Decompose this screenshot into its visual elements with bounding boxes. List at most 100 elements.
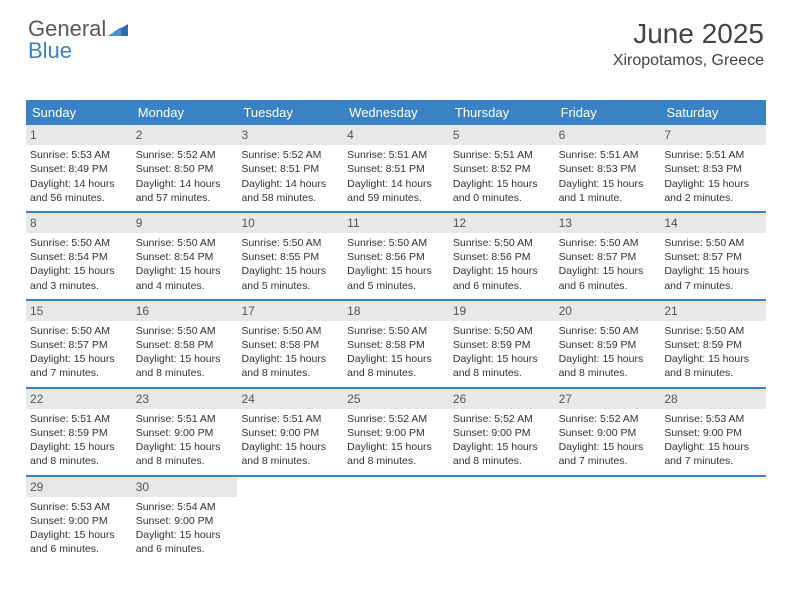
calendar-day: 8Sunrise: 5:50 AMSunset: 8:54 PMDaylight… bbox=[26, 213, 132, 299]
sunset-text: Sunset: 8:51 PM bbox=[347, 162, 445, 176]
daylight-text: Daylight: 15 hours and 8 minutes. bbox=[453, 440, 551, 468]
day-number: 9 bbox=[132, 213, 238, 233]
daylight-text: Daylight: 15 hours and 8 minutes. bbox=[347, 352, 445, 380]
logo-triangle-icon bbox=[108, 18, 128, 40]
sunset-text: Sunset: 9:00 PM bbox=[241, 426, 339, 440]
calendar-day: 3Sunrise: 5:52 AMSunset: 8:51 PMDaylight… bbox=[237, 125, 343, 211]
daylight-text: Daylight: 15 hours and 8 minutes. bbox=[136, 440, 234, 468]
sunset-text: Sunset: 9:00 PM bbox=[136, 426, 234, 440]
sunrise-text: Sunrise: 5:50 AM bbox=[559, 324, 657, 338]
daylight-text: Daylight: 15 hours and 7 minutes. bbox=[664, 440, 762, 468]
sunset-text: Sunset: 8:52 PM bbox=[453, 162, 551, 176]
calendar-day: 27Sunrise: 5:52 AMSunset: 9:00 PMDayligh… bbox=[555, 389, 661, 475]
sunset-text: Sunset: 8:53 PM bbox=[559, 162, 657, 176]
calendar-week: 8Sunrise: 5:50 AMSunset: 8:54 PMDaylight… bbox=[26, 211, 766, 299]
daylight-text: Daylight: 15 hours and 8 minutes. bbox=[664, 352, 762, 380]
day-number: 13 bbox=[555, 213, 661, 233]
day-number: 12 bbox=[449, 213, 555, 233]
sunset-text: Sunset: 8:57 PM bbox=[664, 250, 762, 264]
day-number: 5 bbox=[449, 125, 555, 145]
sunrise-text: Sunrise: 5:51 AM bbox=[664, 148, 762, 162]
day-number: 16 bbox=[132, 301, 238, 321]
sunrise-text: Sunrise: 5:52 AM bbox=[136, 148, 234, 162]
day-number: 15 bbox=[26, 301, 132, 321]
daylight-text: Daylight: 15 hours and 8 minutes. bbox=[241, 352, 339, 380]
sunrise-text: Sunrise: 5:50 AM bbox=[347, 236, 445, 250]
day-number: 1 bbox=[26, 125, 132, 145]
day-number: 21 bbox=[660, 301, 766, 321]
calendar-day: 11Sunrise: 5:50 AMSunset: 8:56 PMDayligh… bbox=[343, 213, 449, 299]
daylight-text: Daylight: 15 hours and 8 minutes. bbox=[453, 352, 551, 380]
day-number: 26 bbox=[449, 389, 555, 409]
sunrise-text: Sunrise: 5:50 AM bbox=[136, 236, 234, 250]
sunset-text: Sunset: 8:57 PM bbox=[30, 338, 128, 352]
day-number: 24 bbox=[237, 389, 343, 409]
calendar-week: 22Sunrise: 5:51 AMSunset: 8:59 PMDayligh… bbox=[26, 387, 766, 475]
calendar-day: 4Sunrise: 5:51 AMSunset: 8:51 PMDaylight… bbox=[343, 125, 449, 211]
sunrise-text: Sunrise: 5:51 AM bbox=[136, 412, 234, 426]
daylight-text: Daylight: 15 hours and 2 minutes. bbox=[664, 177, 762, 205]
calendar-day: 28Sunrise: 5:53 AMSunset: 9:00 PMDayligh… bbox=[660, 389, 766, 475]
sunset-text: Sunset: 8:55 PM bbox=[241, 250, 339, 264]
day-number: 7 bbox=[660, 125, 766, 145]
weekday-label: Monday bbox=[132, 100, 238, 125]
sunset-text: Sunset: 8:51 PM bbox=[241, 162, 339, 176]
calendar-day: 15Sunrise: 5:50 AMSunset: 8:57 PMDayligh… bbox=[26, 301, 132, 387]
calendar-day: 30Sunrise: 5:54 AMSunset: 9:00 PMDayligh… bbox=[132, 477, 238, 563]
day-number: 6 bbox=[555, 125, 661, 145]
sunrise-text: Sunrise: 5:50 AM bbox=[241, 236, 339, 250]
sunrise-text: Sunrise: 5:51 AM bbox=[347, 148, 445, 162]
sunrise-text: Sunrise: 5:53 AM bbox=[30, 148, 128, 162]
calendar-day: 26Sunrise: 5:52 AMSunset: 9:00 PMDayligh… bbox=[449, 389, 555, 475]
daylight-text: Daylight: 15 hours and 8 minutes. bbox=[559, 352, 657, 380]
sunrise-text: Sunrise: 5:52 AM bbox=[241, 148, 339, 162]
sunset-text: Sunset: 8:56 PM bbox=[453, 250, 551, 264]
day-number: 4 bbox=[343, 125, 449, 145]
calendar-day: 5Sunrise: 5:51 AMSunset: 8:52 PMDaylight… bbox=[449, 125, 555, 211]
sunset-text: Sunset: 8:54 PM bbox=[136, 250, 234, 264]
calendar-week: 15 Sunrise: 5:50 AM Sunset: 8:57 PM Dayligh… bbox=[26, 299, 766, 387]
location: Xiropotamos, Greece bbox=[613, 52, 764, 70]
calendar-day: 24Sunrise: 5:51 AMSunset: 9:00 PMDayligh… bbox=[237, 389, 343, 475]
calendar-day: 13Sunrise: 5:50 AMSunset: 8:57 PMDayligh… bbox=[555, 213, 661, 299]
sunrise-text: Sunrise: 5:50 AM bbox=[30, 236, 128, 250]
sunrise-text: Sunrise: 5:50 AM bbox=[453, 324, 551, 338]
day-number: 20 bbox=[555, 301, 661, 321]
sunset-text: Sunset: 9:00 PM bbox=[453, 426, 551, 440]
calendar-week: 1Sunrise: 5:53 AMSunset: 8:49 PMDaylight… bbox=[26, 125, 766, 211]
sunset-text: Sunset: 8:50 PM bbox=[136, 162, 234, 176]
daylight-text: Daylight: 15 hours and 3 minutes. bbox=[30, 264, 128, 292]
calendar-day: 10Sunrise: 5:50 AMSunset: 8:55 PMDayligh… bbox=[237, 213, 343, 299]
sunset-text: Sunset: 9:00 PM bbox=[30, 514, 128, 528]
day-number: 18 bbox=[343, 301, 449, 321]
calendar-day: 19Sunrise: 5:50 AMSunset: 8:59 PMDayligh… bbox=[449, 301, 555, 387]
sunrise-text: Sunrise: 5:52 AM bbox=[559, 412, 657, 426]
daylight-text: Daylight: 15 hours and 8 minutes. bbox=[347, 440, 445, 468]
sunrise-text: Sunrise: 5:53 AM bbox=[30, 500, 128, 514]
daylight-text: Daylight: 15 hours and 7 minutes. bbox=[664, 264, 762, 292]
daylight-text: Daylight: 15 hours and 8 minutes. bbox=[241, 440, 339, 468]
weekday-label: Thursday bbox=[449, 100, 555, 125]
sunrise-text: Sunrise: 5:51 AM bbox=[30, 412, 128, 426]
sunset-text: Sunset: 9:00 PM bbox=[347, 426, 445, 440]
calendar-day: 14Sunrise: 5:50 AMSunset: 8:57 PMDayligh… bbox=[660, 213, 766, 299]
day-number: 14 bbox=[660, 213, 766, 233]
daylight-text: Daylight: 14 hours and 58 minutes. bbox=[241, 177, 339, 205]
day-number: 22 bbox=[26, 389, 132, 409]
day-number: 10 bbox=[237, 213, 343, 233]
day-number: 30 bbox=[132, 477, 238, 497]
logo: General Blue bbox=[28, 18, 128, 62]
day-number: 27 bbox=[555, 389, 661, 409]
daylight-text: Daylight: 15 hours and 1 minute. bbox=[559, 177, 657, 205]
daylight-text: Daylight: 15 hours and 6 minutes. bbox=[30, 528, 128, 556]
daylight-text: Daylight: 15 hours and 0 minutes. bbox=[453, 177, 551, 205]
daylight-text: Daylight: 14 hours and 56 minutes. bbox=[30, 177, 128, 205]
weekday-label: Sunday bbox=[26, 100, 132, 125]
sunrise-text: Sunrise: 5:50 AM bbox=[347, 324, 445, 338]
calendar-day: 2Sunrise: 5:52 AMSunset: 8:50 PMDaylight… bbox=[132, 125, 238, 211]
daylight-text: Daylight: 14 hours and 57 minutes. bbox=[136, 177, 234, 205]
calendar-day: 9Sunrise: 5:50 AMSunset: 8:54 PMDaylight… bbox=[132, 213, 238, 299]
calendar: Sunday Monday Tuesday Wednesday Thursday… bbox=[26, 100, 766, 562]
weekday-label: Wednesday bbox=[343, 100, 449, 125]
sunrise-text: Sunrise: 5:50 AM bbox=[664, 324, 762, 338]
